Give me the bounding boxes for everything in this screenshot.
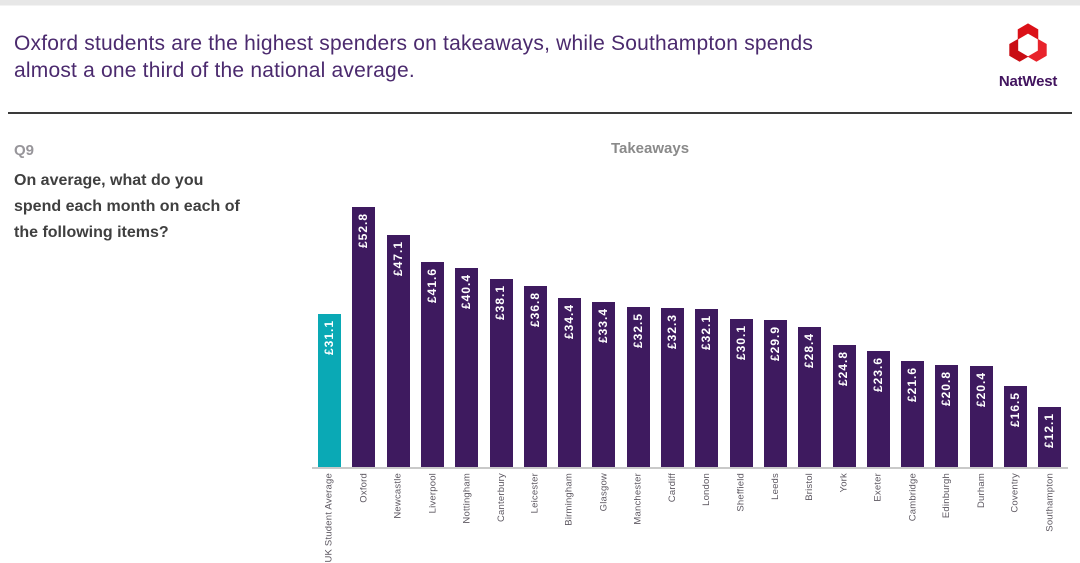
category-label-birmingham: Birmingham (564, 473, 576, 526)
category-label-sheffield: Sheffield (735, 473, 747, 512)
bar-newcastle: £47.1 (386, 235, 410, 467)
bar-value-label: £31.1 (322, 320, 336, 356)
chart-title: Takeaways (610, 140, 690, 157)
bar-leeds: £29.9 (763, 320, 787, 467)
bar-value-label: £16.5 (1008, 392, 1022, 428)
natwest-logo-text: NatWest (998, 73, 1058, 90)
category-label-cardiff: Cardiff (667, 473, 678, 503)
bar-value-label: £23.6 (870, 357, 885, 393)
bar-sheffield: £30.1 (729, 319, 753, 467)
bar-coventry: £16.5 (1004, 386, 1027, 467)
bar-southampton: £12.1 (1038, 407, 1062, 467)
category-label-bristol: Bristol (804, 473, 816, 501)
category-label-manchester: Manchester (632, 473, 644, 525)
bar-canterbury: £38.1 (489, 279, 513, 467)
category-label-leicester: Leicester (529, 473, 541, 514)
natwest-logo-icon (1009, 23, 1047, 62)
bar-nottingham: £40.4 (455, 268, 479, 467)
category-label-southampton: Southampton (1044, 473, 1056, 532)
bar-value-label: £28.4 (802, 333, 817, 369)
category-label-liverpool: Liverpool (426, 473, 438, 514)
category-label-york: York (838, 473, 850, 493)
category-label-newcastle: Newcastle (392, 473, 404, 519)
bar-value-label: £36.8 (527, 292, 542, 328)
slide-title: Oxford students are the highest spenders… (14, 30, 813, 84)
category-label-durham: Durham (975, 473, 987, 508)
bar-value-label: £20.8 (939, 371, 954, 407)
header-divider (8, 112, 1072, 114)
bar-value-label: £29.9 (767, 326, 782, 362)
bar-value-label: £40.4 (459, 274, 474, 310)
bar-bristol: £28.4 (798, 327, 822, 467)
category-label-cambridge: Cambridge (907, 473, 919, 522)
category-label-glasgow: Glasgow (598, 473, 610, 512)
category-label-edinburgh: Edinburgh (941, 473, 953, 519)
bar-oxford: £52.8 (352, 207, 376, 467)
category-label-canterbury: Canterbury (495, 473, 507, 522)
bar-value-label: £12.1 (1042, 413, 1057, 449)
bar-value-label: £52.8 (356, 213, 371, 249)
bar-value-label: £41.6 (424, 268, 439, 304)
bar-manchester: £32.5 (626, 307, 650, 467)
question-text: On average, what do you spend each month… (14, 172, 240, 241)
bar-cambridge: £21.6 (901, 361, 925, 467)
bar-value-label: £38.1 (493, 285, 508, 321)
top-border (0, 0, 1080, 6)
bar-durham: £20.4 (969, 366, 993, 467)
bar-edinburgh: £20.8 (935, 365, 959, 467)
bar-london: £32.1 (695, 309, 719, 467)
category-label-leeds: Leeds (769, 473, 781, 500)
bar-value-label: £32.3 (665, 314, 679, 350)
bar-york: £24.8 (832, 345, 856, 467)
category-label-nottingham: Nottingham (461, 473, 473, 524)
bar-liverpool: £41.6 (420, 262, 444, 467)
bar-value-label: £34.4 (562, 304, 577, 340)
bar-exeter: £23.6 (866, 351, 890, 467)
bar-leicester: £36.8 (523, 286, 547, 467)
bar-cardiff: £32.3 (661, 308, 684, 467)
category-label-oxford: Oxford (358, 473, 370, 503)
bar-value-label: £33.4 (596, 308, 611, 344)
bar-value-label: £30.1 (733, 325, 748, 361)
bar-value-label: £47.1 (390, 241, 405, 277)
category-label-london: London (701, 473, 713, 506)
slide-title-line2: almost a one third of the national avera… (14, 59, 415, 82)
x-axis-line (312, 467, 1068, 469)
category-label-coventry: Coventry (1010, 473, 1021, 513)
question-number: Q9 (14, 142, 35, 159)
slide-title-line1: Oxford students are the highest spenders… (14, 32, 814, 55)
natwest-logo: NatWest (986, 18, 1070, 90)
bar-glasgow: £33.4 (592, 302, 616, 467)
category-label-exeter: Exeter (872, 473, 884, 502)
bar-value-label: £32.5 (630, 313, 645, 349)
bar-value-label: £21.6 (905, 367, 920, 403)
bar-value-label: £32.1 (699, 315, 714, 351)
bar-value-label: £20.4 (973, 372, 988, 408)
category-label-uk-student-average: UK Student Average (324, 473, 335, 563)
bar-birmingham: £34.4 (558, 298, 582, 467)
bar-value-label: £24.8 (836, 351, 851, 387)
plot-area: £31.1 UK Student Average £52.8 Oxford £47.1 N… (312, 0, 1080, 563)
bar-uk-student-average: £31.1 (318, 314, 341, 467)
